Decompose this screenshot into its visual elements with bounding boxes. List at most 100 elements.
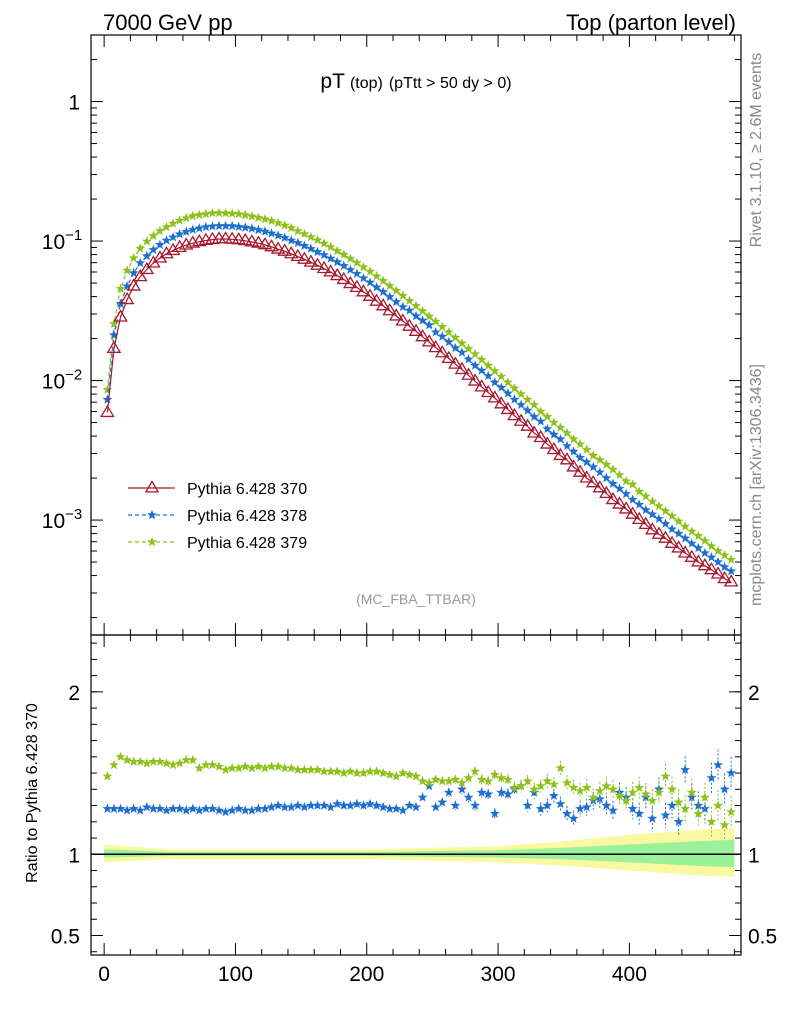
data-point-s378 — [214, 220, 224, 231]
data-point-s378 — [411, 310, 421, 321]
data-point-s370 — [671, 540, 686, 553]
data-point-s379 — [240, 209, 251, 220]
data-point-s370 — [651, 526, 667, 539]
data-point-s378 — [312, 246, 323, 257]
ratio-point-s379 — [686, 787, 697, 797]
data-point-s370 — [566, 459, 581, 472]
data-point-s379 — [141, 236, 152, 246]
ratio-point-s379 — [155, 756, 165, 766]
ratio-point-s379 — [371, 766, 382, 776]
title-main: pT — [320, 70, 345, 93]
data-point-s370 — [139, 261, 155, 275]
data-point-s378 — [319, 249, 329, 260]
data-point-s379 — [503, 377, 513, 387]
ratio-point-s379 — [588, 792, 599, 802]
data-point-s370 — [480, 384, 496, 398]
data-point-s370 — [297, 251, 312, 264]
mcplots-label: mcplots.cern.ch [arXiv:1306.3436] — [748, 364, 765, 606]
ratio-point-s379 — [214, 761, 224, 771]
data-point-s378 — [233, 221, 244, 231]
ratio-point-s378 — [575, 803, 586, 813]
ratio-point-s378 — [246, 805, 257, 815]
data-point-s378 — [568, 446, 579, 456]
data-point-s378 — [220, 220, 231, 231]
analysis-label: (MC_FBA_TTBAR) — [356, 591, 476, 607]
ratio-point-s379 — [319, 766, 329, 776]
data-point-s379 — [640, 491, 651, 501]
data-point-s378 — [358, 273, 369, 283]
data-point-s379 — [522, 394, 533, 404]
ratio-point-s379 — [509, 782, 520, 792]
data-point-s379 — [627, 479, 638, 489]
ratio-point-s378 — [135, 805, 146, 815]
data-point-s379 — [601, 459, 612, 469]
data-point-s378 — [509, 394, 520, 404]
data-point-s370 — [283, 246, 299, 259]
data-point-s379 — [411, 300, 421, 311]
ratio-point-s378 — [207, 803, 218, 813]
data-point-s379 — [588, 450, 599, 460]
data-point-s379 — [529, 399, 540, 409]
ratio-point-s378 — [168, 803, 178, 813]
data-point-s370 — [467, 373, 483, 386]
ratio-point-s378 — [503, 789, 513, 799]
data-point-s370 — [408, 323, 424, 336]
ratio-point-s379 — [660, 771, 671, 781]
data-point-s379 — [673, 516, 684, 526]
data-point-s378 — [345, 264, 356, 274]
data-point-s379 — [654, 500, 664, 511]
ratio-point-s379 — [673, 797, 684, 807]
data-point-s379 — [562, 427, 572, 438]
ratio-point-s378 — [260, 803, 270, 813]
ratio-point-s379 — [457, 777, 467, 787]
ratio-point-s378 — [371, 800, 382, 810]
ratio-point-s379 — [102, 771, 113, 781]
data-point-s379 — [680, 521, 691, 531]
data-point-s378 — [476, 365, 487, 375]
ratio-point-s378 — [686, 792, 697, 802]
ratio-point-s378 — [332, 798, 343, 809]
data-point-s379 — [417, 305, 428, 316]
data-point-s370 — [290, 248, 306, 262]
data-point-s379 — [227, 208, 238, 218]
ratio-point-s378 — [581, 802, 592, 812]
title-sub1: (top) — [350, 75, 383, 92]
data-point-s378 — [174, 229, 185, 239]
data-point-s370 — [257, 237, 273, 250]
data-point-s370 — [599, 485, 614, 499]
data-point-s378 — [240, 222, 251, 232]
ratio-point-s379 — [601, 780, 612, 791]
data-point-s378 — [299, 240, 310, 250]
data-point-s378 — [713, 556, 723, 567]
data-point-s370 — [428, 339, 444, 353]
ratio-y-tick-label-left: 2 — [68, 682, 80, 705]
data-point-s378 — [601, 472, 612, 483]
ratio-point-s379 — [430, 774, 441, 784]
data-point-s379 — [693, 530, 704, 541]
ratio-point-s378 — [608, 805, 618, 815]
ratio-point-s379 — [194, 763, 205, 773]
data-point-s379 — [122, 265, 133, 275]
ratio-point-s379 — [608, 784, 618, 794]
ratio-point-s378 — [522, 800, 533, 810]
data-point-s378 — [437, 331, 448, 341]
data-point-s370 — [638, 516, 654, 530]
ratio-point-s378 — [128, 803, 139, 813]
data-point-s370 — [684, 549, 700, 562]
data-point-s378 — [660, 518, 671, 528]
ratio-y-tick-label-right: 2 — [748, 682, 760, 705]
data-point-s379 — [397, 290, 408, 300]
data-point-s370 — [343, 275, 358, 289]
data-point-s370 — [152, 250, 168, 263]
data-point-s379 — [128, 252, 139, 263]
ratio-point-s378 — [667, 800, 677, 810]
y-tick-label: 10−2 — [42, 367, 82, 394]
data-point-s370 — [159, 246, 174, 259]
ratio-point-s378 — [496, 787, 507, 797]
ratio-point-s379 — [470, 766, 480, 776]
data-point-s378 — [187, 224, 198, 234]
data-point-s379 — [266, 215, 277, 226]
data-point-s378 — [286, 235, 297, 245]
ratio-point-s378 — [404, 800, 415, 810]
data-point-s378 — [634, 499, 645, 509]
